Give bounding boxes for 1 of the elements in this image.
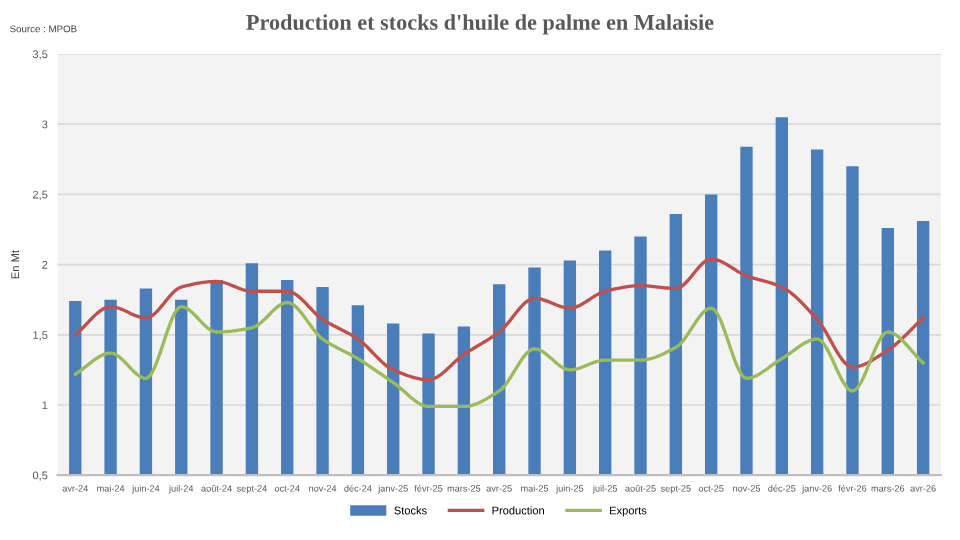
- chart-title: Production et stocks d'huile de palme en Malaisie: [246, 14, 714, 35]
